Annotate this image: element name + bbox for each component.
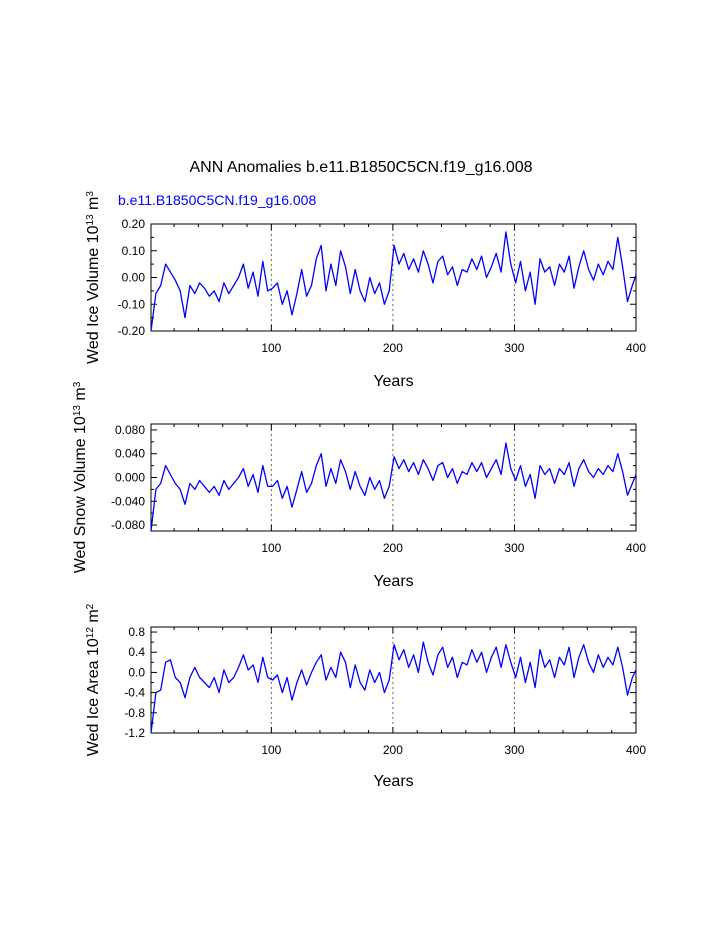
y-label-superscript: 13 — [72, 405, 83, 417]
x-tick-label: 400 — [626, 743, 646, 757]
y-label-text: m — [85, 609, 102, 627]
plot-frame — [150, 223, 637, 332]
y-tick-label: 0.00 — [122, 271, 146, 285]
y-label-text: m — [85, 197, 102, 215]
y-tick-label: 0.8 — [128, 625, 145, 639]
plot-frame — [150, 626, 637, 734]
panel-2: 100 200 300 400 -0.080 -0.040 0.000 0.040 0.080 Y… — [72, 381, 647, 590]
y-label-text: Wed Snow Volume 10 — [72, 416, 89, 573]
series-line — [150, 231, 637, 332]
y-tick-label: 0.000 — [115, 471, 145, 485]
x-axis-label: Years — [373, 373, 413, 390]
y-tick-label: -1.2 — [124, 726, 145, 740]
y-tick-label: -0.4 — [124, 686, 145, 700]
x-tick-label: 100 — [261, 341, 281, 355]
y-tick-label: 0.0 — [128, 665, 145, 679]
x-tick-label: 200 — [383, 341, 403, 355]
x-tick-label: 100 — [261, 541, 281, 555]
x-tick-label: 300 — [504, 743, 524, 757]
y-tick-label: 0.040 — [115, 447, 145, 461]
x-tick-label: 300 — [504, 541, 524, 555]
y-tick-label: 0.20 — [122, 217, 146, 231]
x-tick-label: 400 — [626, 541, 646, 555]
y-tick-label: -0.10 — [118, 297, 146, 311]
y-tick-label: -0.8 — [124, 706, 145, 720]
y-tick-label: -0.040 — [111, 494, 145, 508]
series-line — [150, 641, 637, 734]
x-tick-label: 200 — [383, 743, 403, 757]
y-tick-label: 0.4 — [128, 645, 145, 659]
y-label-superscript: 13 — [85, 214, 96, 226]
y-label-superscript: 12 — [85, 627, 96, 639]
panel-3: 100 200 300 400 -1.2 -0.8 -0.4 0.0 0.4 0.8 Years We… — [85, 603, 647, 790]
figure-title: ANN Anomalies b.e11.B1850C5CN.f19_g16.00… — [189, 159, 532, 176]
series-label: b.e11.B1850C5CN.f19_g16.008 — [118, 192, 316, 208]
x-tick-label: 400 — [626, 341, 646, 355]
y-label-text: m — [72, 387, 89, 405]
y-axis-label: Wed Ice Volume 1013 m3 — [85, 191, 103, 364]
y-label-text: Wed Ice Area 10 — [85, 638, 102, 756]
x-tick-label: 200 — [383, 541, 403, 555]
plot-frame — [150, 423, 637, 532]
panels-group: 100 200 300 400 -0.20 -0.10 0.00 0.10 0.20 Years W… — [72, 191, 647, 790]
y-tick-label: -0.20 — [118, 324, 146, 338]
y-tick-label: 0.10 — [122, 244, 146, 258]
x-axis-label: Years — [373, 773, 413, 790]
y-axis-label: Wed Snow Volume 1013 m3 — [72, 381, 90, 573]
panel-1: 100 200 300 400 -0.20 -0.10 0.00 0.10 0.20 Years W… — [85, 191, 647, 390]
x-tick-label: 300 — [504, 341, 524, 355]
x-axis-label: Years — [373, 573, 413, 590]
series-line — [150, 442, 637, 532]
y-label-text: Wed Ice Volume 10 — [85, 225, 102, 364]
x-tick-label: 100 — [261, 743, 281, 757]
y-label-superscript: 3 — [72, 381, 83, 387]
y-tick-label: -0.080 — [111, 518, 145, 532]
y-tick-label: 0.080 — [115, 423, 145, 437]
y-axis-label: Wed Ice Area 1012 m2 — [85, 603, 103, 756]
y-label-superscript: 2 — [85, 603, 96, 609]
y-label-superscript: 3 — [85, 191, 96, 197]
